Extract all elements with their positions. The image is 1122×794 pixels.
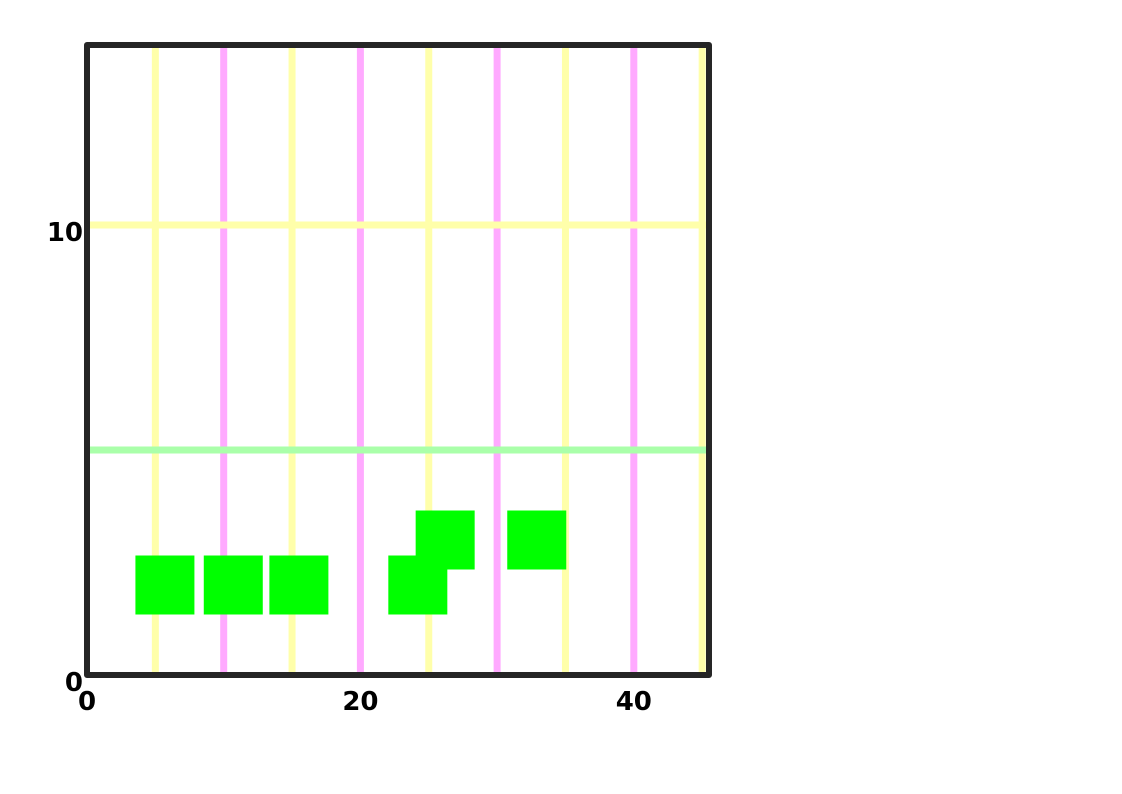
- y-tick-label: 10: [47, 218, 83, 248]
- plot-frame: [84, 42, 712, 678]
- x-axis-tick-labels: 0 20 40: [78, 687, 652, 717]
- x-tick-label: 40: [616, 687, 652, 717]
- data-point-marker: [507, 510, 567, 570]
- x-tick-label: 0: [78, 687, 96, 717]
- horizontal-lines: [87, 221, 709, 454]
- data-point-marker: [135, 555, 195, 615]
- x-tick-label: 20: [342, 687, 378, 717]
- y-tick-label: 0: [65, 668, 83, 698]
- vertical-lines: [151, 45, 706, 675]
- y-axis-tick-labels: 0 10: [47, 218, 83, 698]
- data-point-marker: [269, 555, 329, 615]
- data-point-marker: [203, 555, 263, 615]
- data-point-marker: [415, 510, 475, 570]
- data-markers: [135, 510, 567, 615]
